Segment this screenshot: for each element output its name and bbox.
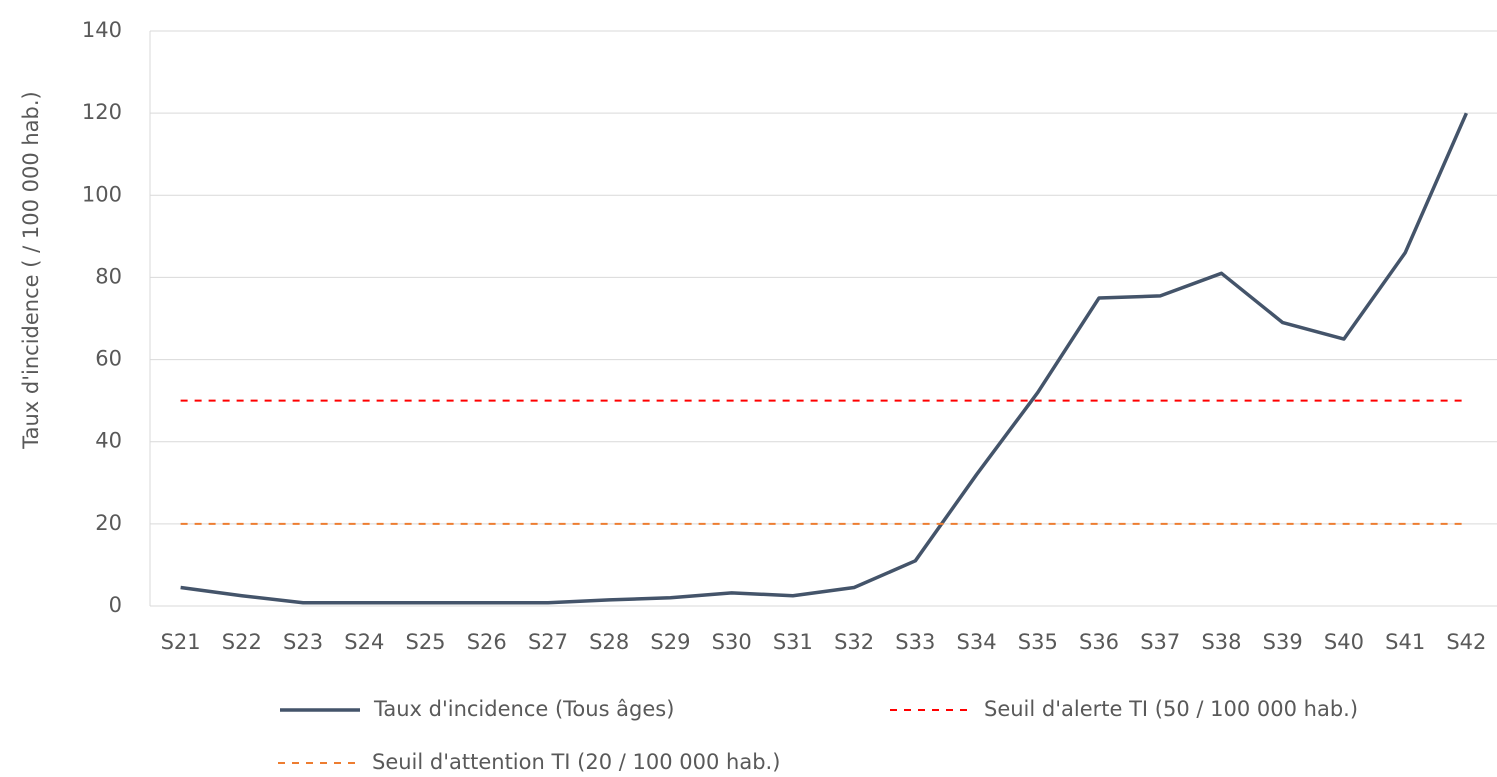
legend-label: Seuil d'alerte TI (50 / 100 000 hab.) — [984, 697, 1358, 721]
x-tick-label: S34 — [957, 630, 997, 654]
y-tick-label: 140 — [82, 18, 122, 42]
x-tick-label: S41 — [1385, 630, 1425, 654]
y-axis-label: Taux d'incidence ( / 100 000 hab.) — [19, 91, 43, 449]
y-tick-label: 40 — [95, 429, 122, 453]
y-tick-label: 20 — [95, 511, 122, 535]
legend-label: Seuil d'attention TI (20 / 100 000 hab.) — [372, 750, 780, 774]
x-tick-label: S21 — [161, 630, 201, 654]
x-tick-label: S39 — [1263, 630, 1303, 654]
x-tick-label: S38 — [1201, 630, 1241, 654]
x-tick-label: S29 — [650, 630, 690, 654]
x-tick-label: S42 — [1446, 630, 1486, 654]
x-tick-label: S35 — [1018, 630, 1058, 654]
x-tick-label: S22 — [222, 630, 262, 654]
y-tick-label: 0 — [109, 593, 122, 617]
y-tick-label: 120 — [82, 100, 122, 124]
x-tick-label: S24 — [344, 630, 384, 654]
x-tick-label: S36 — [1079, 630, 1119, 654]
y-tick-label: 60 — [95, 347, 122, 371]
series-line — [180, 112, 1468, 605]
x-tick-label: S23 — [283, 630, 323, 654]
x-tick-label: S27 — [528, 630, 568, 654]
y-tick-label: 100 — [82, 182, 122, 206]
y-tick-label: 80 — [95, 264, 122, 288]
x-tick-label: S37 — [1140, 630, 1180, 654]
x-tick-label: S33 — [895, 630, 935, 654]
legend-label: Taux d'incidence (Tous âges) — [373, 697, 674, 721]
x-tick-label: S28 — [589, 630, 629, 654]
x-tick-label: S40 — [1324, 630, 1364, 654]
x-tick-label: S32 — [834, 630, 874, 654]
x-tick-label: S25 — [405, 630, 445, 654]
x-tick-label: S30 — [712, 630, 752, 654]
x-tick-label: S31 — [773, 630, 813, 654]
x-tick-label: S26 — [467, 630, 507, 654]
